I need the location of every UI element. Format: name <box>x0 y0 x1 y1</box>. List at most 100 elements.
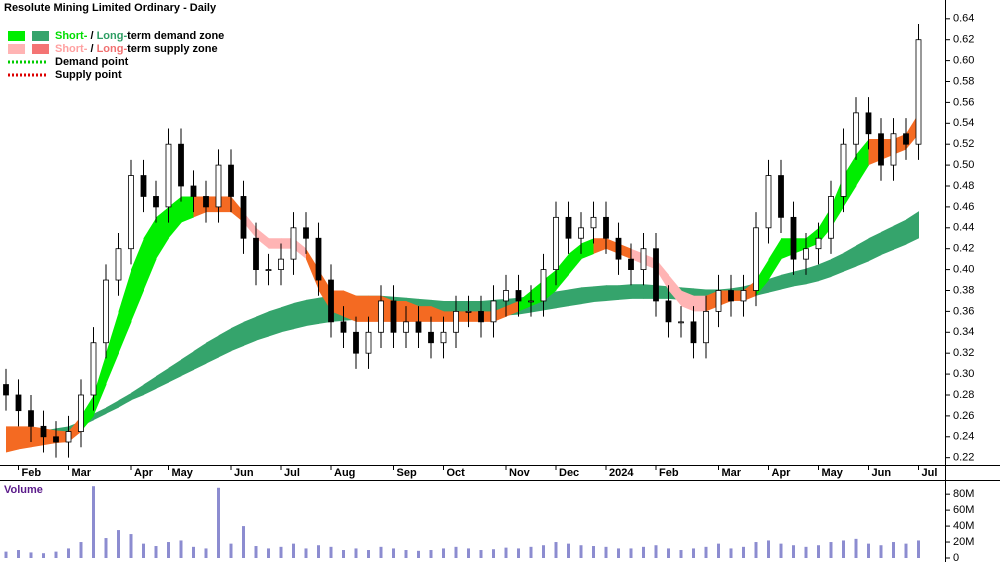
volume-title: Volume <box>4 484 43 496</box>
volume-bar <box>129 534 133 558</box>
zone-segment <box>906 211 919 245</box>
zone-segment <box>568 287 582 307</box>
y-tick-label: 0.38 <box>953 284 974 296</box>
candle-body <box>553 216 559 270</box>
chart-title: Resolute Mining Limited Ordinary - Daily <box>4 2 217 14</box>
zone-segment <box>231 321 244 352</box>
zone-segment <box>431 306 444 322</box>
candle-body <box>178 143 184 187</box>
y-tick-label: 0.22 <box>953 452 974 464</box>
zone-segment <box>356 295 369 322</box>
zone-segment <box>493 306 507 322</box>
candle-body <box>915 39 922 145</box>
zone-segment <box>456 311 469 322</box>
volume-bar <box>17 550 20 558</box>
x-tick-label: Feb <box>22 467 42 479</box>
volume-bar <box>792 545 795 558</box>
volume-bar <box>654 545 658 558</box>
zone-segment <box>818 259 832 282</box>
zone-segment <box>793 268 807 287</box>
candle-body <box>353 331 359 354</box>
y-tick-label: 0.42 <box>953 243 974 255</box>
candle-body <box>115 248 122 281</box>
zone-segment <box>856 138 869 186</box>
candle-body <box>390 300 397 333</box>
candle-body <box>203 196 209 208</box>
candle-body <box>140 175 147 197</box>
legend-label: Short- / Long-term supply zone <box>55 43 218 55</box>
volume-bar <box>267 548 270 558</box>
candle-body <box>28 410 34 427</box>
y-tick-label: 0.26 <box>953 410 974 422</box>
volume-bar <box>604 546 608 558</box>
candle-body <box>3 384 9 396</box>
volume-bar <box>279 546 283 558</box>
y-tick-label: 80M <box>953 488 974 500</box>
candle-body <box>853 112 859 145</box>
y-tick-label: 0.34 <box>953 326 974 338</box>
volume-bar <box>429 550 433 558</box>
volume-bar <box>742 546 745 558</box>
zone-segment <box>93 407 107 421</box>
zone-segment <box>606 285 619 301</box>
zone-segment <box>593 238 607 254</box>
candle-body <box>415 321 422 333</box>
candle-body <box>728 290 734 302</box>
zone-segment <box>756 259 769 296</box>
volume-bar <box>479 550 483 558</box>
candle-body <box>340 321 347 333</box>
candle-body <box>578 227 584 239</box>
zone-segment <box>793 238 807 254</box>
zone-segment <box>881 225 894 255</box>
y-tick-label: 0.52 <box>953 138 974 150</box>
candle-body <box>315 237 322 281</box>
volume-bar <box>354 548 358 558</box>
x-tick-label: Mar <box>722 467 742 479</box>
candle-body <box>215 164 222 208</box>
candles <box>3 24 922 458</box>
y-tick-label: 0.44 <box>953 222 974 234</box>
zone-segment <box>618 243 632 260</box>
legend-swatch <box>8 44 25 54</box>
zone-segment <box>218 328 232 358</box>
candle-body <box>540 269 547 302</box>
volume-bar <box>717 543 720 558</box>
candle-body <box>828 196 834 239</box>
candle-body <box>440 331 447 344</box>
legend-swatch <box>32 44 49 54</box>
zone-segment <box>618 284 632 300</box>
candle-body <box>703 310 709 344</box>
zone-segment <box>593 285 607 302</box>
zone-segment <box>331 290 344 317</box>
zone-segment <box>668 274 682 307</box>
candle-body <box>153 196 159 208</box>
x-tick-label: Aug <box>334 467 355 479</box>
zone-segment <box>81 394 94 432</box>
candle-body <box>503 290 509 302</box>
volume-bar <box>104 538 108 558</box>
volume-bar <box>754 542 758 558</box>
candle-body <box>790 216 797 260</box>
zone-segment <box>168 196 182 239</box>
candle-body <box>878 133 884 166</box>
volume-bar <box>154 546 158 558</box>
volume-bar <box>692 548 695 558</box>
zone-segment <box>656 259 669 291</box>
volume-bar <box>454 546 458 558</box>
candle-body <box>628 258 634 270</box>
volume-bar <box>504 547 508 558</box>
volume-bar <box>217 487 220 558</box>
x-tick-label: Jun <box>872 467 892 479</box>
zone-segment <box>768 274 782 293</box>
zone-segment <box>168 359 182 383</box>
candle-body <box>640 248 647 270</box>
volume-bar <box>592 546 595 558</box>
volume-bar <box>642 546 645 558</box>
y-tick-label: 0.56 <box>953 96 974 108</box>
volume-bar <box>304 548 308 558</box>
legend-swatch <box>8 31 25 41</box>
legend-swatch <box>32 31 49 41</box>
volume-bar <box>879 545 883 558</box>
zone-segment <box>143 217 157 291</box>
volume-bar <box>442 548 445 558</box>
